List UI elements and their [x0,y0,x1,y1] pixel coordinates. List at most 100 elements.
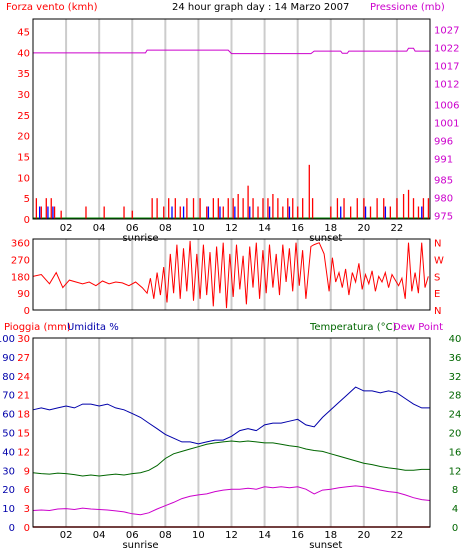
wind-average-bar [288,206,291,219]
rain-axis-title: Pioggia (mm) [4,322,71,333]
humidity-y-tick-label: 30 [2,466,15,477]
temperature-y-tick-label: 24 [449,410,462,421]
humidity-y-tick-label: 60 [2,410,15,421]
wind-gust-bar [297,206,299,219]
wind-gust-bar [151,198,153,219]
pressure-y-tick-label: 985 [434,176,453,187]
wind-gust-bar [302,198,304,219]
wind-gust-bar [257,206,259,219]
dew-point-axis-title: Dew Point [393,322,443,333]
compass-tick-label: S [434,272,440,283]
wind-gust-bar [53,206,56,219]
wind-panel-frame [32,18,431,220]
temperature-y-tick-label: 8 [452,485,458,496]
temperature-y-tick-label: 36 [449,353,462,364]
pressure-y-tick-label: 1012 [434,79,459,90]
wind-gust-bar [417,206,420,219]
wind-gust-bar [50,198,52,219]
x-tick-label: 12 [225,223,238,234]
wind-average-bar [52,206,54,219]
rain-y-tick-label: 0 [24,523,30,534]
pressure-y-tick-label: 980 [434,194,453,205]
wind-gust-bar [45,198,47,219]
wind-average-bar [364,206,367,219]
compass-tick-label: W [434,256,444,267]
x-tick-label: 16 [291,530,304,541]
wind-gust-bar [407,189,410,219]
wind-y-tick-label: 45 [17,28,30,39]
wind-gust-bar [252,198,254,219]
wind-direction-line [32,240,429,309]
wind-gust-bar [369,206,372,219]
wind-y-tick-label: 5 [24,194,30,205]
x-tick-label: 12 [225,530,238,541]
wind-gust-bar [292,198,294,219]
wind-gust-bar [237,194,239,219]
wind-y-tick-label: 10 [17,173,30,184]
rain-y-tick-label: 18 [17,410,30,421]
wind-gust-bar [186,198,188,219]
pressure-y-tick-label: 1001 [434,119,459,130]
pressure-y-tick-label: 996 [434,136,453,147]
pressure-y-tick-label: 1006 [434,101,459,112]
direction-y-tick-label: 0 [24,306,30,317]
direction-y-tick-label: 90 [17,289,30,300]
rain-y-tick-label: 24 [17,372,30,383]
wind-gust-bar [174,198,176,219]
wind-y-tick-label: 0 [24,215,30,226]
temperature-y-tick-label: 40 [449,334,462,345]
humidity-y-tick-label: 50 [2,429,15,440]
wind-gust-bar [343,198,345,219]
wind-gust-bar [163,206,165,219]
rain-y-tick-label: 6 [24,485,30,496]
x-tick-label: 06 [126,530,139,541]
wind-gust-bar [267,198,269,219]
wind-gust-bar [412,198,415,219]
direction-y-tick-label: 270 [11,256,30,267]
wind-gust-bar [217,198,219,219]
wind-gust-bar [123,206,125,219]
wind-gust-bar [206,206,208,219]
rain-y-tick-label: 12 [17,447,30,458]
wind-average-bar [384,206,387,219]
humidity-y-tick-label: 90 [2,353,15,364]
x-tick-label: 16 [291,223,304,234]
x-tick-label: 20 [357,530,370,541]
wind-gust-bar [308,164,310,219]
pressure-axis-title: Pressione (mb) [370,2,445,13]
humidity-y-tick-label: 0 [9,523,15,534]
wind-gust-bar [222,206,224,219]
pressure-y-tick-label: 1027 [434,26,459,37]
wind-y-tick-label: 15 [17,153,30,164]
wind-gust-bar [85,206,87,219]
wind-gust-bar [350,206,352,219]
wind-gust-bar [389,206,391,219]
x-tick-label: 02 [60,223,73,234]
wind-gust-bar [40,206,42,219]
sunset-label: sunset [309,540,342,551]
pressure-y-tick-label: 975 [434,211,453,222]
wind-gust-bar [287,198,289,219]
humidity-y-tick-label: 70 [2,391,15,402]
temperature-y-tick-label: 4 [452,504,458,515]
wind-y-tick-label: 20 [17,132,30,143]
rain-y-tick-label: 30 [17,334,30,345]
wind-y-tick-label: 35 [17,69,30,80]
temperature-y-tick-label: 16 [449,447,462,458]
x-tick-label: 06 [126,223,139,234]
rain-y-tick-label: 15 [17,429,30,440]
humidity-y-tick-label: 80 [2,372,15,383]
wind-gust-bar [363,198,365,219]
wind-axis-title: Forza vento (kmh) [6,2,98,13]
x-tick-label: 08 [159,223,172,234]
wind-gust-bar [422,198,425,219]
climate-panel-frame [32,337,431,528]
wind-gust-bar [227,198,229,219]
wind-average-bar [340,206,342,219]
wind-average-bar [219,206,221,219]
x-tick-label: 08 [159,530,172,541]
wind-gust-bar [60,210,62,219]
x-tick-label: 14 [258,530,271,541]
pressure-y-tick-label: 1017 [434,61,459,72]
